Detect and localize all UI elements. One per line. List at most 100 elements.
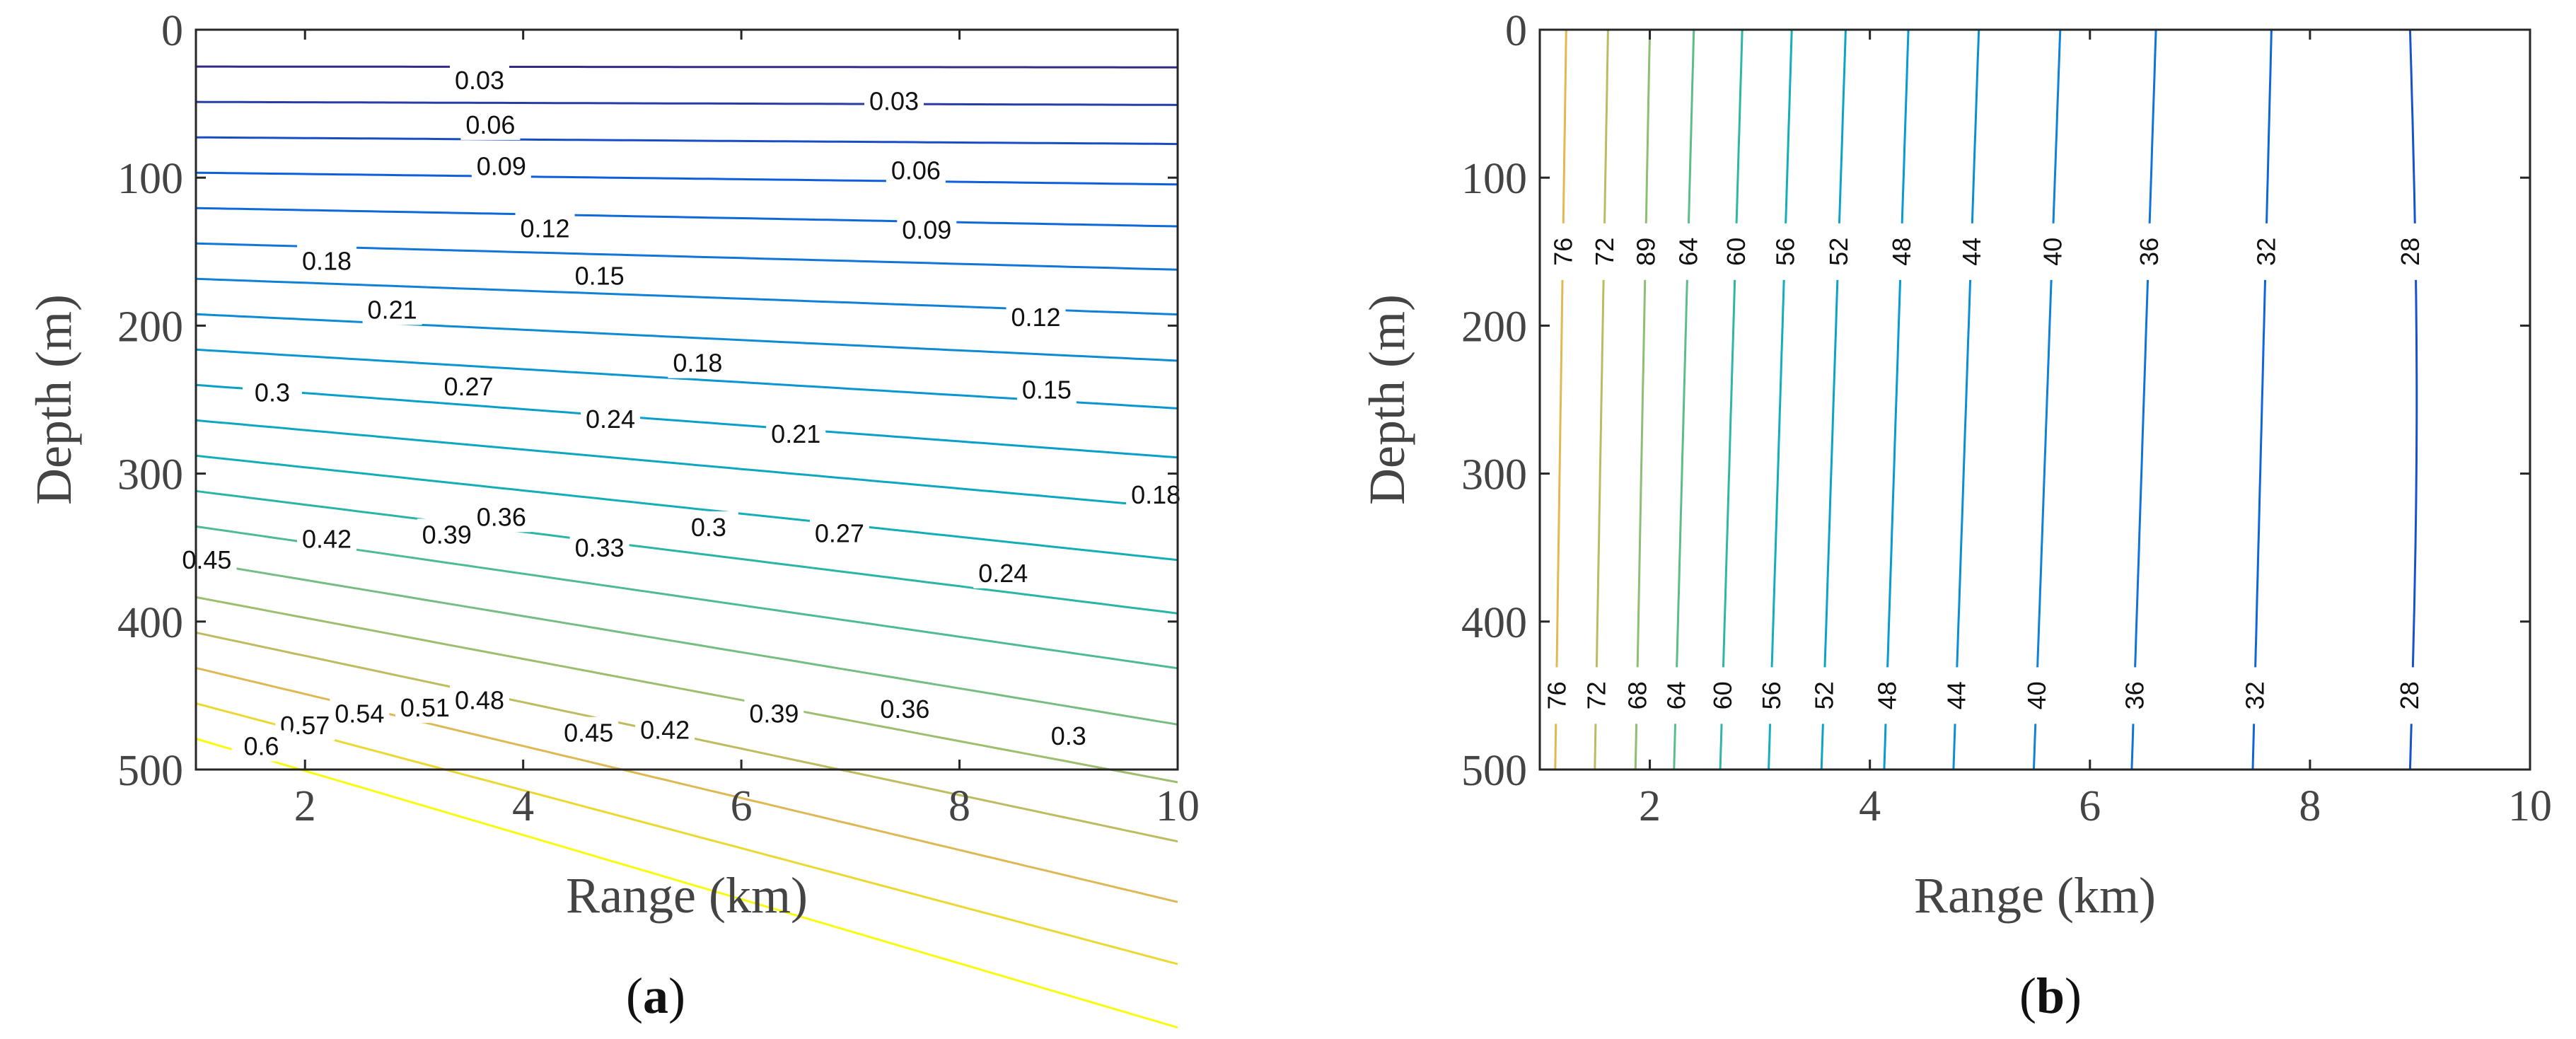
- contour-line: [195, 207, 1178, 228]
- contour-line: [195, 525, 1178, 670]
- contour-label: 0.18: [302, 246, 352, 275]
- contour-line: [2408, 29, 2418, 770]
- contour-label-bg: [1541, 667, 1572, 724]
- contour-label-bg: [1660, 667, 1692, 724]
- contour-label: 0.15: [575, 261, 625, 290]
- contour-line: [195, 560, 1178, 726]
- y-axis-label-b: Depth (m): [1359, 294, 1415, 505]
- chart-panel-b: 7676727289686464606056565252484844444040…: [1359, 7, 2552, 1024]
- contour-label-bg: [177, 543, 237, 575]
- contour-label-bg: [809, 517, 869, 549]
- panel-label-b-open: (: [2019, 968, 2036, 1024]
- contour-line: [1554, 29, 1567, 770]
- contour-label-bg: [1808, 667, 1840, 724]
- contour-line: [1883, 29, 1910, 770]
- contour-line: [1634, 29, 1652, 770]
- y-tick-label: 500: [117, 747, 183, 795]
- x-tick-label: 2: [1639, 782, 1661, 830]
- contour-label: 36: [2135, 238, 2164, 266]
- contour-label-bg: [897, 214, 957, 245]
- contour-label-bg: [1823, 223, 1855, 280]
- contour-line: [1594, 29, 1609, 770]
- contour-label: 0.42: [302, 525, 352, 554]
- contour-label-bg: [471, 501, 531, 533]
- panel-label-b: (b): [2019, 968, 2082, 1024]
- contour-labels-b: 76 76 72 72 89 68 64 64 60 60 56 56 52 52 48 48 44 44 40 40…: [1541, 223, 2425, 724]
- contour-label: 0.06: [465, 110, 515, 139]
- contour-label-bg: [864, 85, 924, 117]
- contour-label: 68: [1623, 681, 1652, 709]
- contour-line: [1952, 29, 1980, 770]
- contour-label: 28: [2395, 681, 2424, 709]
- contour-label: 64: [1673, 238, 1702, 266]
- panel-label-b-close: ): [2065, 968, 2082, 1024]
- contour-label: 0.42: [640, 716, 690, 745]
- contour-label-bg: [439, 371, 499, 402]
- contour-label: 64: [1662, 681, 1691, 709]
- contour-label: 72: [1582, 681, 1611, 709]
- x-axis-label-a: Range (km): [566, 867, 808, 924]
- contour-label: 44: [1957, 238, 1986, 266]
- contour-label: 0.45: [182, 545, 231, 574]
- contour-label: 0.33: [575, 533, 625, 562]
- y-tick-label: 200: [1461, 303, 1527, 351]
- x-tick-label: 10: [1156, 782, 1200, 830]
- contour-line: [2130, 29, 2157, 770]
- contour-label: 0.48: [455, 686, 504, 715]
- y-axis-label-a: Depth (m): [25, 294, 82, 505]
- contour-line: [195, 702, 1178, 965]
- contour-label-bg: [559, 716, 619, 748]
- contour-label: 32: [2241, 681, 2270, 709]
- contour-label: 0.36: [477, 502, 526, 531]
- contour-label-bg: [297, 245, 357, 277]
- contour-label-bg: [1885, 223, 1917, 280]
- contour-label-bg: [678, 511, 738, 542]
- contour-label: 0.24: [586, 405, 635, 434]
- contour-label-bg: [766, 418, 826, 450]
- contour-line: [2032, 29, 2062, 770]
- contour-label-bg: [460, 108, 521, 140]
- contour-label: 0.21: [771, 419, 820, 448]
- contour-label: 0.45: [564, 719, 613, 748]
- contour-label-bg: [449, 684, 509, 716]
- x-tick-label: 6: [2079, 782, 2101, 830]
- contour-line: [195, 136, 1178, 146]
- contour-line: [195, 313, 1178, 362]
- panel-label-a-close: ): [668, 968, 685, 1024]
- contour-label: 76: [1549, 238, 1578, 266]
- contour-label-bg: [635, 714, 695, 745]
- contour-label: 0.27: [444, 372, 494, 401]
- contour-label-bg: [515, 212, 575, 244]
- contour-label: 0.12: [1011, 303, 1060, 332]
- panel-label-a: (a): [626, 968, 685, 1024]
- contour-line: [195, 100, 1178, 106]
- x-tick-label: 4: [512, 782, 534, 830]
- contour-label: 0.6: [244, 732, 279, 761]
- contour-label: 48: [1872, 681, 1901, 709]
- contour-label-bg: [1580, 667, 1612, 724]
- contour-label: 40: [2038, 238, 2067, 266]
- contour-label-bg: [1016, 373, 1077, 405]
- contour-label-bg: [973, 557, 1033, 588]
- contour-label: 0.3: [255, 378, 290, 407]
- contour-label-bg: [569, 532, 630, 564]
- contour-label: 36: [2120, 681, 2149, 709]
- contour-label-bg: [1719, 223, 1751, 280]
- contour-line: [196, 65, 1178, 69]
- contour-label-bg: [2250, 223, 2282, 280]
- plot-frame-a: [195, 28, 1179, 771]
- contour-label: 0.12: [520, 214, 569, 243]
- chart-panel-a: 0.030.030.060.060.090.090.120.120.150.15…: [25, 7, 1200, 1029]
- contour-label-bg: [668, 347, 728, 378]
- panel-label-a-open: (: [626, 968, 643, 1024]
- contour-label-bg: [1630, 223, 1661, 280]
- contour-label-bg: [1038, 719, 1098, 751]
- contour-label: 44: [1942, 681, 1971, 709]
- contour-label: 0.54: [335, 700, 384, 729]
- contour-label-bg: [2021, 667, 2053, 724]
- contour-label: 60: [1708, 681, 1737, 709]
- y-tick-label: 0: [1505, 7, 1527, 55]
